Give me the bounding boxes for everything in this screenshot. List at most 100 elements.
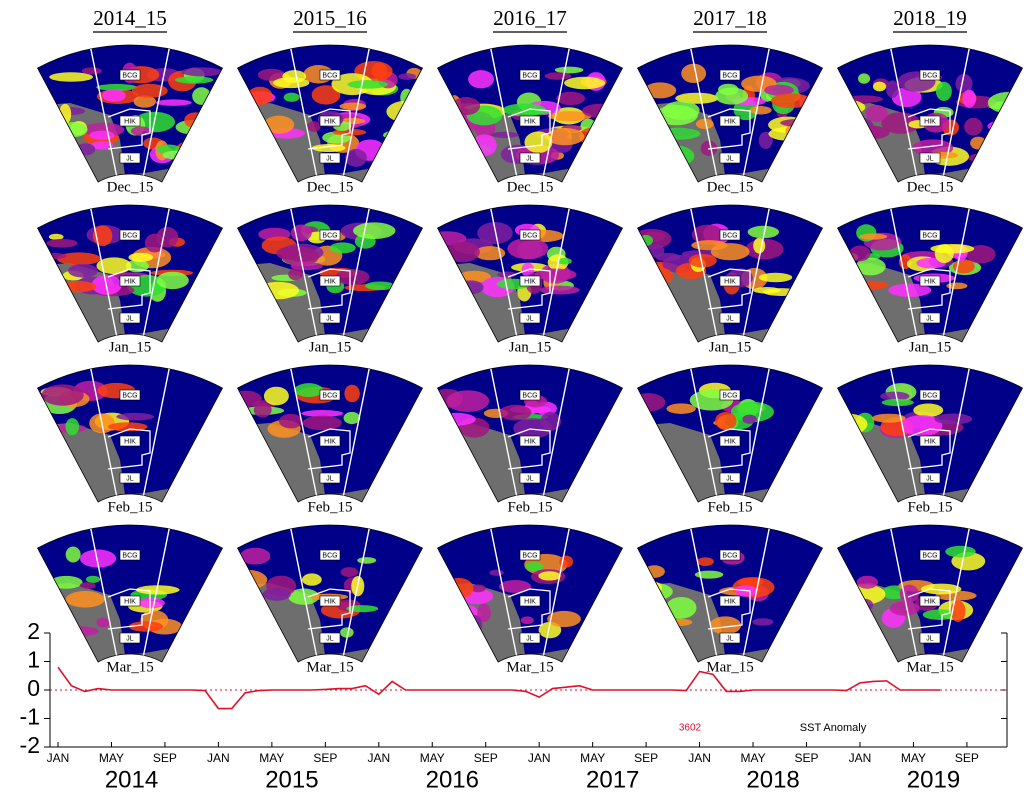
- region-label: BCG: [722, 232, 737, 239]
- sst-blob: [787, 137, 803, 151]
- sst-blob: [866, 105, 888, 122]
- sst-blob: [644, 277, 656, 292]
- y-tick-label: -1: [20, 704, 40, 730]
- sst-blob: [666, 403, 695, 414]
- sst-blob: [753, 287, 780, 294]
- sst-blob: [852, 126, 890, 140]
- region-label: JL: [526, 475, 534, 482]
- sst-blob: [715, 412, 736, 430]
- sst-blob: [666, 597, 697, 619]
- sst-blob: [82, 67, 102, 74]
- region-label: JL: [726, 475, 734, 482]
- sst-blob: [663, 101, 700, 120]
- year-label: 2016: [426, 766, 479, 793]
- month-label: Dec_15: [907, 179, 954, 195]
- map-grid: 2014_15BCGHIKJLDec_15BCGHIKJLJan_15BCGHI…: [20, 6, 1028, 725]
- region-label: JL: [526, 315, 534, 322]
- sst-blob: [697, 557, 714, 566]
- sst-blob: [558, 258, 572, 265]
- region-label: JL: [326, 315, 334, 322]
- month-label: Feb_15: [308, 499, 353, 515]
- sst-blob: [507, 238, 548, 259]
- sst-blob: [780, 119, 821, 127]
- region-label: HIK: [124, 598, 136, 605]
- region-label: BCG: [522, 552, 537, 559]
- sst-blob: [58, 281, 96, 292]
- region-label: BCG: [722, 72, 737, 79]
- x-tick-label: SEP: [313, 751, 337, 765]
- sst-blob: [446, 242, 480, 263]
- sst-blob: [934, 413, 972, 424]
- sst-blob: [68, 264, 98, 278]
- sst-blob: [964, 118, 983, 136]
- region-label: JL: [526, 155, 534, 162]
- region-label: BCG: [122, 72, 137, 79]
- sst-blob: [802, 123, 821, 144]
- sst-blob: [254, 403, 272, 417]
- column-title: 2016_17: [493, 6, 567, 30]
- sst-blob: [59, 104, 71, 125]
- sst-blob: [921, 584, 961, 595]
- sst-blob: [341, 567, 358, 577]
- y-tick-label: 1: [27, 647, 40, 673]
- y-tick-label: 2: [27, 618, 40, 644]
- sst-blob: [777, 150, 802, 158]
- region-label: BCG: [922, 232, 937, 239]
- month-label: Jan_15: [509, 339, 552, 355]
- region-label: HIK: [324, 278, 336, 285]
- region-label: JL: [726, 635, 734, 642]
- sst-blob: [156, 227, 178, 248]
- sst-blob: [831, 100, 865, 114]
- sst-blob: [842, 143, 857, 161]
- sst-blob: [846, 127, 871, 135]
- sst-blob: [50, 576, 83, 589]
- month-label: Dec_15: [507, 179, 554, 195]
- region-label: BCG: [522, 392, 537, 399]
- region-label: HIK: [724, 278, 736, 285]
- sst-blob: [398, 73, 416, 80]
- sst-blob: [545, 72, 572, 80]
- sst-blob: [987, 120, 1021, 133]
- column-title: 2018_19: [893, 6, 967, 30]
- sst-blob: [793, 136, 811, 147]
- sst-blob: [459, 141, 478, 153]
- region-label: HIK: [524, 598, 536, 605]
- sst-blob: [372, 63, 388, 79]
- x-tick-label: MAY: [259, 751, 284, 765]
- region-label: HIK: [924, 118, 936, 125]
- region-label: BCG: [322, 72, 337, 79]
- x-tick-label: MAY: [99, 751, 124, 765]
- sst-blob: [386, 101, 425, 123]
- sst-blob: [175, 140, 215, 161]
- sst-blob: [1005, 127, 1022, 146]
- x-tick-label: JAN: [688, 751, 711, 765]
- month-label: Dec_15: [307, 179, 354, 195]
- sst-blob: [459, 605, 476, 611]
- sst-blob: [935, 244, 954, 263]
- x-tick-label: JAN: [849, 751, 872, 765]
- region-label: BCG: [122, 232, 137, 239]
- region-label: HIK: [124, 278, 136, 285]
- sst-blob: [759, 273, 793, 282]
- sst-blob: [477, 222, 512, 244]
- sst-blob: [346, 605, 378, 612]
- sst-blob: [196, 149, 228, 169]
- region-label: HIK: [324, 438, 336, 445]
- sst-blob: [890, 601, 920, 616]
- sst-blob: [638, 280, 655, 293]
- sst-blob: [446, 390, 489, 412]
- sst-blob: [247, 87, 272, 105]
- sst-blob: [302, 573, 322, 585]
- region-label: HIK: [524, 278, 536, 285]
- region-label: JL: [126, 635, 134, 642]
- sst-blob: [41, 384, 83, 405]
- year-label: 2014: [105, 766, 158, 793]
- sst-blob: [970, 137, 986, 150]
- column-title: 2017_18: [693, 6, 767, 30]
- sst-blob: [303, 416, 342, 431]
- sst-blob: [335, 269, 369, 285]
- sst-blob: [857, 576, 878, 589]
- sst-blob: [691, 240, 727, 250]
- sst-blob: [395, 139, 429, 154]
- sst-blob: [466, 615, 482, 635]
